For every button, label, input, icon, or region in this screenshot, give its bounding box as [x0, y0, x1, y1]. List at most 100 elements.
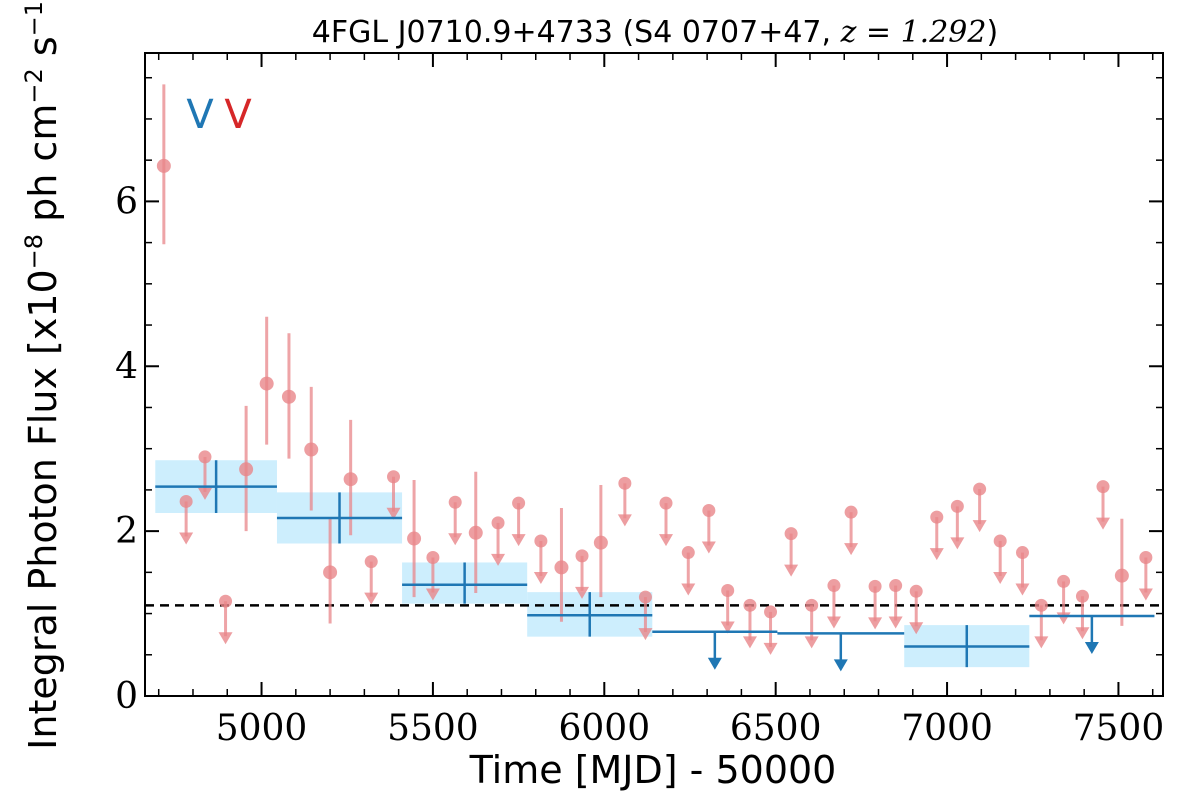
fine-bin-upper-limit-marker: [681, 546, 695, 560]
fine-bin-upper-limit-marker: [721, 583, 735, 597]
fine-bin-upper-limit-marker: [364, 555, 378, 569]
fine-bin-upper-limit-marker: [426, 551, 440, 565]
variability-flag-coarse: V: [186, 92, 214, 138]
fine-bin-upper-limit-marker: [638, 590, 652, 604]
fine-bin-upper-limit-arrow: [575, 586, 590, 599]
fine-bin-upper-limit-arrow: [826, 616, 841, 629]
fine-bin-upper-limit-marker: [868, 579, 882, 593]
fine-bin-upper-limit-marker: [448, 495, 462, 509]
fine-bin-upper-limit-arrow: [179, 532, 194, 545]
fine-bin-upper-limit-arrow: [638, 628, 653, 641]
fine-bin-upper-limit-arrow: [1075, 627, 1090, 640]
fine-bin-upper-limit-arrow: [1138, 588, 1153, 601]
axis-ticks: 5000 5500 6000 6500 7000 7500 0 2 4 6: [115, 53, 1164, 749]
fine-bin-upper-limit-arrow: [972, 520, 987, 533]
fine-bin-upper-limit-marker: [909, 584, 923, 598]
fine-bin-point: [407, 531, 422, 546]
fine-bin-upper-limit-marker: [575, 549, 589, 563]
fine-bin-upper-limit-arrow: [993, 572, 1008, 585]
fine-bin-point: [468, 525, 483, 540]
fine-bin-series: [156, 84, 1153, 655]
x-tick-label: 6000: [558, 708, 650, 749]
fine-bin-upper-limit-arrow: [950, 537, 965, 550]
fine-bin-upper-limit-marker: [534, 534, 548, 548]
fine-bin-upper-limit-arrow: [425, 588, 440, 601]
fine-bin-upper-limit-arrow: [533, 572, 548, 585]
fine-bin-upper-limit-marker: [387, 470, 401, 484]
fine-bin-upper-limit-arrow: [763, 642, 778, 655]
fine-bin-point: [281, 389, 296, 404]
fine-bin-upper-limit-marker: [618, 476, 632, 490]
fine-bin-point: [554, 560, 569, 575]
chart-title: 4FGL J0710.9+4733 (S4 0707+47, z = 1.292…: [312, 15, 998, 50]
fine-bin-point: [593, 535, 608, 550]
y-tick-label: 4: [115, 346, 138, 387]
fine-bin-upper-limit-marker: [1015, 546, 1029, 560]
fine-bin-upper-limit-arrow: [617, 514, 632, 527]
fine-bin-upper-limit-arrow: [720, 621, 735, 634]
variability-flag-fine: V: [224, 92, 252, 138]
fine-bin-upper-limit-arrow: [888, 616, 903, 629]
fine-bin-upper-limit-arrow: [1056, 612, 1071, 625]
coarse-bin-upper-limit-arrow: [707, 657, 722, 670]
fine-bin-point: [304, 442, 319, 457]
y-tick-label: 2: [115, 511, 138, 552]
fine-bin-upper-limit-arrow: [658, 534, 673, 547]
x-tick-label: 7000: [901, 708, 993, 749]
x-axis-label: Time [MJD] - 50000: [469, 748, 837, 792]
fine-bin-upper-limit-arrow: [681, 583, 696, 596]
fine-bin-upper-limit-marker: [784, 527, 798, 541]
fine-bin-point: [239, 462, 254, 477]
fine-bin-upper-limit-arrow: [742, 636, 757, 649]
y-axis-label: Integral Photon Flux [x10−8 ph cm−2 s−1]: [20, 0, 65, 750]
coarse-bin-bands: [155, 460, 1030, 668]
fine-bin-upper-limit-marker: [198, 450, 212, 464]
fine-bin-upper-limit-marker: [512, 496, 526, 510]
fine-bin-point: [323, 565, 338, 580]
fine-bin-upper-limit-marker: [743, 598, 757, 612]
fine-bin-upper-limit-marker: [993, 534, 1007, 548]
y-tick-label: 0: [115, 676, 138, 717]
x-tick-label: 5500: [387, 708, 479, 749]
fine-bin-upper-limit-arrow: [197, 487, 212, 500]
plot-frame: [144, 52, 1164, 697]
fine-bin-upper-limit-arrow: [929, 548, 944, 561]
fine-bin-upper-limit-marker: [702, 504, 716, 518]
fine-bin-upper-limit-marker: [1034, 598, 1048, 612]
fine-bin-upper-limit-arrow: [844, 543, 859, 556]
fine-bin-upper-limit-arrow: [1034, 636, 1049, 649]
fine-bin-point: [259, 376, 274, 391]
fine-bin-point: [156, 158, 171, 173]
fine-bin-upper-limit-arrow: [784, 564, 799, 577]
fine-bin-upper-limit-marker: [491, 516, 505, 530]
fine-bin-upper-limit-arrow: [364, 592, 379, 605]
fine-bin-upper-limit-marker: [844, 505, 858, 519]
fine-bin-point: [1114, 568, 1129, 583]
fine-bin-upper-limit-arrow: [868, 617, 883, 630]
fine-bin-upper-limit-arrow: [448, 533, 463, 546]
x-tick-label: 7500: [1073, 708, 1165, 749]
fine-bin-upper-limit-marker: [1075, 589, 1089, 603]
x-tick-label: 6500: [730, 708, 822, 749]
fine-bin-upper-limit-arrow: [1096, 517, 1111, 530]
fine-bin-upper-limit-marker: [219, 594, 233, 608]
fine-bin-upper-limit-marker: [973, 482, 987, 496]
fine-bin-upper-limit-arrow: [701, 541, 716, 554]
fine-bin-upper-limit-arrow: [511, 534, 526, 547]
fine-bin-upper-limit-arrow: [218, 632, 233, 645]
fine-bin-upper-limit-marker: [950, 499, 964, 513]
coarse-bin-upper-limit-arrow: [1084, 642, 1099, 655]
coarse-bin-series: [155, 460, 1155, 672]
fine-bin-upper-limit-marker: [764, 605, 778, 619]
y-tick-label: 6: [115, 181, 138, 222]
fine-bin-upper-limit-marker: [889, 579, 903, 593]
coarse-bin-upper-limit-arrow: [833, 659, 848, 672]
x-tick-label: 5000: [216, 708, 308, 749]
fine-bin-upper-limit-marker: [1057, 574, 1071, 588]
fine-bin-upper-limit-arrow: [386, 507, 401, 520]
fine-bin-upper-limit-arrow: [491, 553, 506, 566]
fine-bin-upper-limit-arrow: [1015, 583, 1030, 596]
fine-bin-upper-limit-marker: [1139, 551, 1153, 565]
fine-bin-point: [343, 472, 358, 487]
